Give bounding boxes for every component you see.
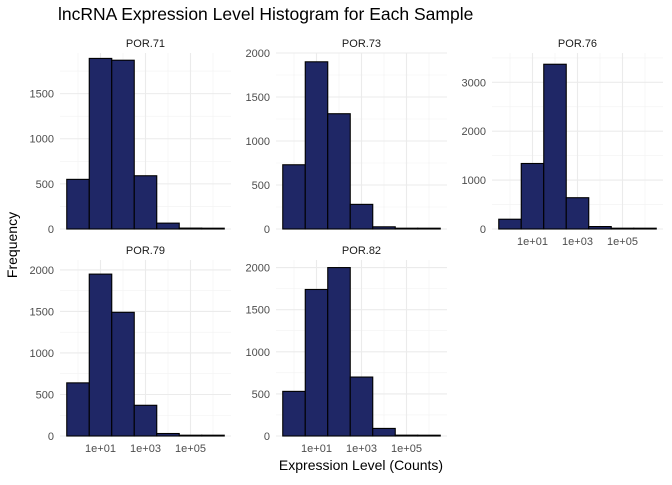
histogram-bar xyxy=(66,382,90,437)
histogram-bar xyxy=(304,61,329,230)
histogram-bar xyxy=(88,57,113,230)
y-tick-label: 1500 xyxy=(30,89,54,101)
facet-panel-por-79: 0 500 1000 1500 2000 POR.79 1e+01 1e+03 1e+05 xyxy=(30,245,231,455)
y-tick-label: 1000 xyxy=(30,134,54,146)
histogram-bar xyxy=(156,222,180,230)
y-tick-label: 2000 xyxy=(246,263,270,275)
histogram-bar xyxy=(372,226,396,230)
y-axis-title: Frequency xyxy=(4,212,20,278)
facet-panel-por-76: 0 1000 2000 3000 POR.76 1e+01 1e+03 1e+05 xyxy=(462,38,663,248)
y-tick-label: 0 xyxy=(264,431,270,443)
y-tick-label: 3000 xyxy=(462,77,486,89)
histogram-bar xyxy=(520,162,545,230)
y-tick-label: 1500 xyxy=(246,305,270,317)
histogram-bar xyxy=(610,227,635,230)
histogram-bar xyxy=(327,113,351,230)
histogram-bar xyxy=(565,197,590,230)
histogram-bar xyxy=(543,63,567,230)
histogram-bar xyxy=(282,164,306,230)
histogram-bar xyxy=(394,434,419,437)
histogram-bar xyxy=(498,218,522,230)
y-tick-label: 1000 xyxy=(246,136,270,148)
facet-strip-label: POR.73 xyxy=(342,38,381,50)
histogram-bar xyxy=(349,203,374,230)
y-tick-label: 500 xyxy=(252,180,270,192)
histogram-bar xyxy=(304,288,329,437)
facet-panel-por-71: 0 500 1000 1500 POR.71 xyxy=(30,38,231,236)
facet-panel-por-73: 0 500 1000 1500 2000 POR.73 xyxy=(246,38,447,236)
histogram-bar xyxy=(372,427,396,437)
y-tick-label: 0 xyxy=(48,224,54,236)
histogram-bar xyxy=(178,434,203,437)
histogram-bar xyxy=(66,178,90,230)
y-tick-label: 2000 xyxy=(246,48,270,60)
histogram-bar xyxy=(417,434,441,437)
y-tick-label: 500 xyxy=(36,389,54,401)
facet-strip-label: POR.82 xyxy=(342,245,381,257)
x-tick-label: 1e+03 xyxy=(346,443,377,455)
chart-title: lncRNA Expression Level Histogram for Ea… xyxy=(58,4,473,24)
y-tick-label: 1000 xyxy=(30,348,54,360)
x-axis-title: Expression Level (Counts) xyxy=(279,457,443,473)
histogram-bar xyxy=(633,227,657,230)
histogram-bar xyxy=(394,227,419,230)
histogram-bar xyxy=(111,311,135,437)
x-tick-label: 1e+03 xyxy=(130,443,161,455)
x-tick-label: 1e+01 xyxy=(517,236,548,248)
histogram-bar xyxy=(349,376,374,437)
y-tick-label: 1000 xyxy=(462,175,486,187)
x-tick-label: 1e+05 xyxy=(175,443,206,455)
y-tick-label: 0 xyxy=(480,224,486,236)
x-tick-label: 1e+01 xyxy=(301,443,332,455)
facet-strip-label: POR.76 xyxy=(558,38,597,50)
x-tick-label: 1e+05 xyxy=(607,236,638,248)
facet-strip-label: POR.79 xyxy=(126,245,165,257)
histogram-bar xyxy=(111,59,135,230)
facet-strip-label: POR.71 xyxy=(126,38,165,50)
y-tick-label: 500 xyxy=(36,179,54,191)
histogram-bar xyxy=(156,432,180,437)
histogram-bar xyxy=(282,390,306,437)
x-tick-label: 1e+05 xyxy=(391,443,422,455)
facet-panels: 0 500 1000 1500 POR.71 0 500 1000 1500 2000 POR.73… xyxy=(30,38,663,455)
y-tick-label: 1000 xyxy=(246,347,270,359)
facet-panel-por-82: 0 500 1000 1500 2000 POR.82 1e+01 1e+03 1e+05 xyxy=(246,245,447,455)
histogram-bar xyxy=(133,404,158,437)
y-tick-label: 0 xyxy=(48,431,54,443)
histogram-bar xyxy=(88,273,113,437)
y-tick-label: 1500 xyxy=(246,92,270,104)
histogram-bar xyxy=(178,227,203,230)
histogram-bar xyxy=(417,227,441,230)
y-tick-label: 500 xyxy=(252,389,270,401)
y-tick-label: 2000 xyxy=(30,265,54,277)
x-tick-label: 1e+03 xyxy=(562,236,593,248)
histogram-bar xyxy=(201,227,225,230)
histogram-bar xyxy=(133,175,158,230)
y-tick-label: 0 xyxy=(264,224,270,236)
y-tick-label: 2000 xyxy=(462,126,486,138)
histogram-bar xyxy=(588,226,612,230)
histogram-bar xyxy=(201,434,225,437)
histogram-bar xyxy=(327,267,351,437)
y-tick-label: 1500 xyxy=(30,306,54,318)
x-tick-label: 1e+01 xyxy=(85,443,116,455)
